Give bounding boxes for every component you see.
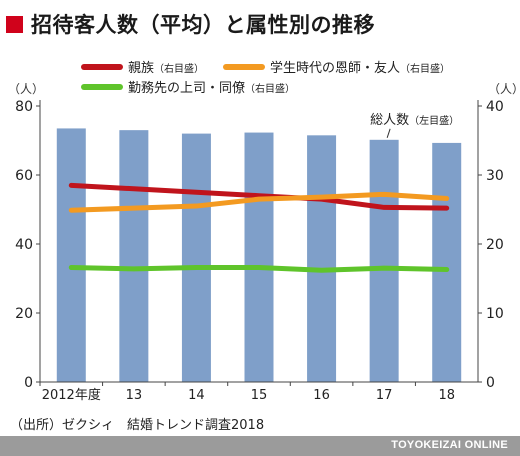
chart-canvas: （人） （人） 親族（右目盛） 学生時代の恩師・友人（右目盛） 勤務先の上司・同僚（右目… xyxy=(8,60,520,403)
right-tick-label-10: 10 xyxy=(486,306,504,322)
legend-label-1: 学生時代の恩師・友人（右目盛） xyxy=(270,60,450,76)
title-marker xyxy=(6,15,23,33)
x-tick-label-14: 14 xyxy=(188,388,205,403)
left-tick-label-0: 0 xyxy=(24,375,33,391)
x-tick-label-17: 17 xyxy=(376,388,393,403)
series-line-1 xyxy=(68,191,450,213)
bar-total-17 xyxy=(369,139,399,382)
series-line-0 xyxy=(68,182,450,211)
x-tick-label-2012年度: 2012年度 xyxy=(42,387,101,403)
bar-annotation-pointer xyxy=(386,128,391,138)
chart-title-area: 招待客人数（平均）と属性別の推移 xyxy=(6,8,375,40)
right-tick-label-0: 0 xyxy=(486,375,495,391)
series-line-2 xyxy=(68,264,450,273)
legend-label-2: 勤務先の上司・同僚（右目盛） xyxy=(128,81,295,96)
right-tick-label-30: 30 xyxy=(486,168,504,184)
footer-bar: TOYOKEIZAI ONLINE xyxy=(0,436,520,456)
x-tick-label-13: 13 xyxy=(126,388,143,403)
x-tick-label-15: 15 xyxy=(251,388,268,403)
bar-total-16 xyxy=(307,135,337,382)
left-axis-unit: （人） xyxy=(8,82,44,96)
right-axis-unit: （人） xyxy=(488,82,520,96)
bar-total-15 xyxy=(244,132,274,382)
right-tick-label-40: 40 xyxy=(486,99,504,115)
left-tick-label-20: 20 xyxy=(15,306,33,322)
bar-total-14 xyxy=(181,133,211,382)
brand-label: TOYOKEIZAI ONLINE xyxy=(391,439,508,451)
bar-total-2012年度 xyxy=(56,128,86,382)
bar-annotation-label: 総人数（左目盛） xyxy=(370,113,459,128)
left-tick-label-60: 60 xyxy=(15,168,33,184)
bar-total-18 xyxy=(432,142,462,382)
right-tick-label-20: 20 xyxy=(486,237,504,253)
x-tick-label-18: 18 xyxy=(438,388,455,403)
source-note: （出所）ゼクシィ 結婚トレンド調査2018 xyxy=(10,418,265,433)
legend-label-0: 親族（右目盛） xyxy=(128,60,204,76)
bar-total-13 xyxy=(119,130,149,382)
left-tick-label-40: 40 xyxy=(15,237,33,253)
chart-title: 招待客人数（平均）と属性別の推移 xyxy=(31,13,375,37)
left-tick-label-80: 80 xyxy=(15,99,33,115)
x-tick-label-16: 16 xyxy=(313,388,330,403)
